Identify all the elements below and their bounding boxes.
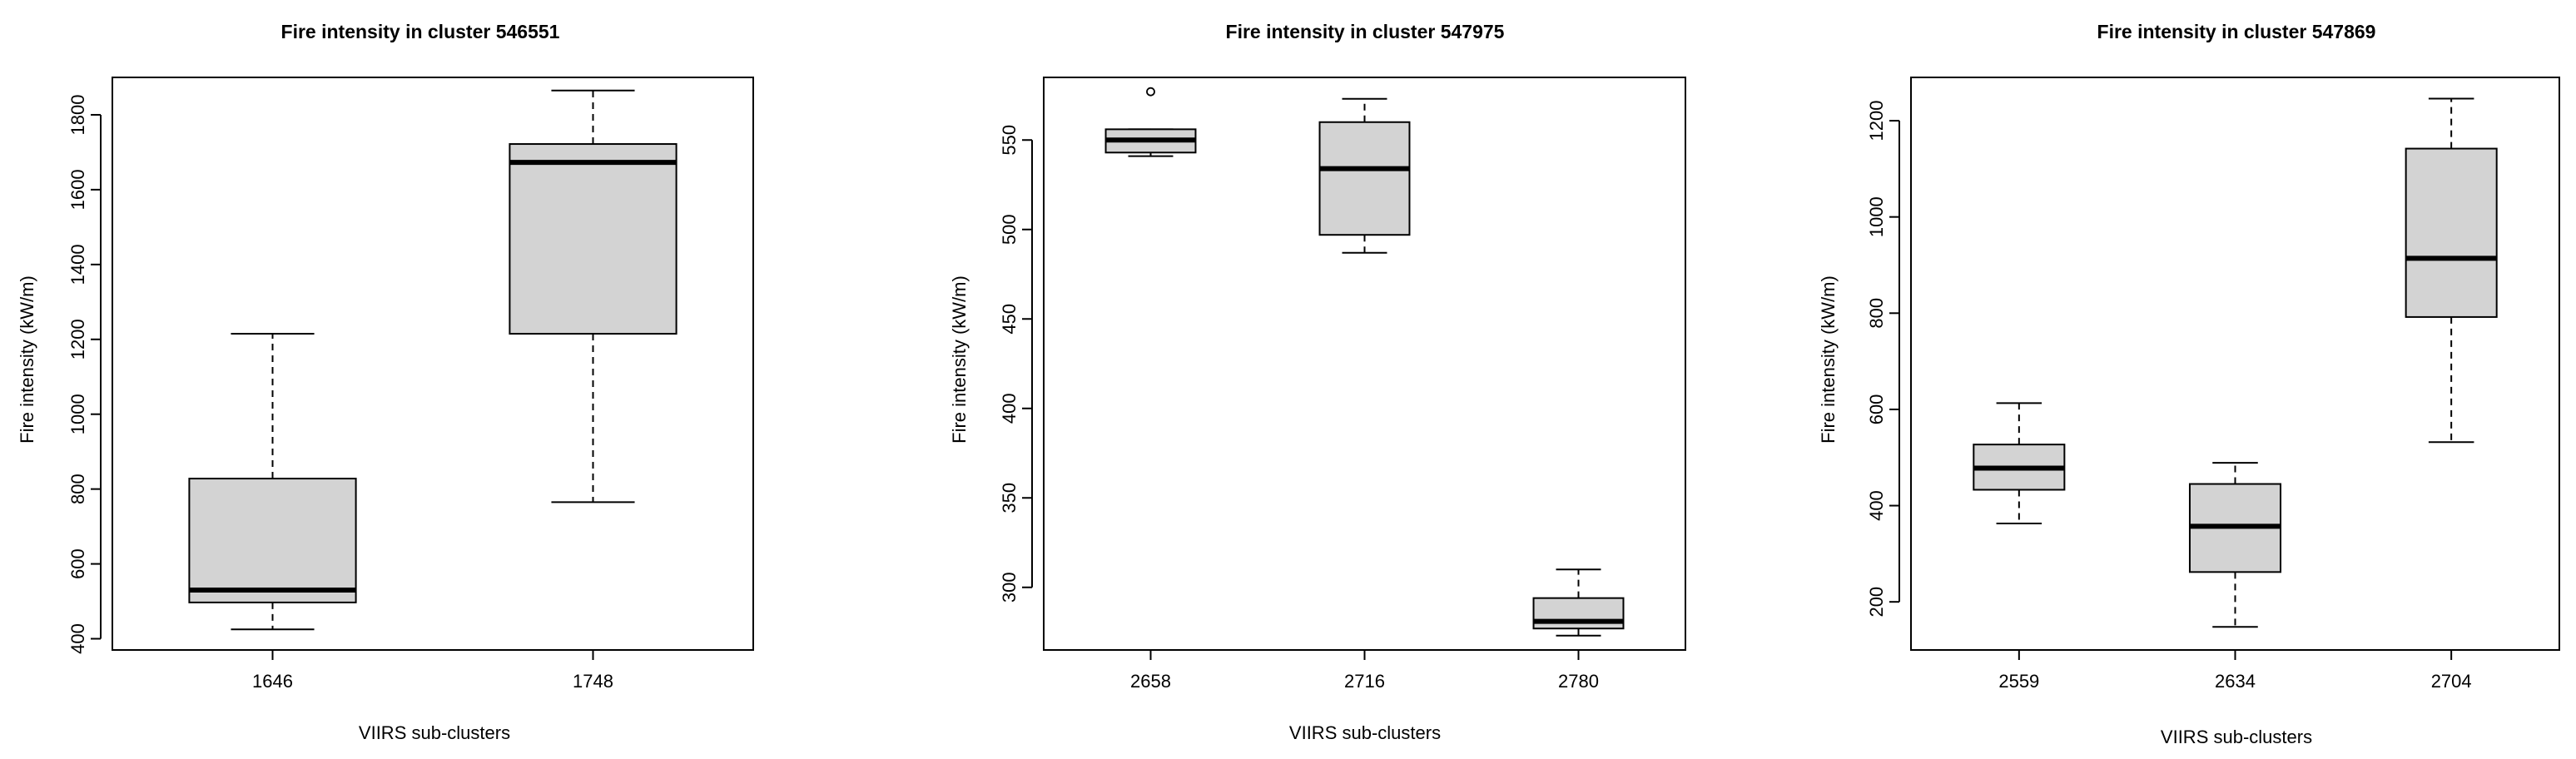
y-tick-label: 1200 bbox=[67, 319, 88, 360]
y-tick-label: 600 bbox=[1866, 394, 1887, 425]
box-iqr bbox=[1318, 121, 1411, 236]
x-tick-label: 1748 bbox=[573, 671, 613, 692]
chart-title: Fire intensity in cluster 547869 bbox=[2097, 21, 2376, 42]
x-tick-label: 1646 bbox=[252, 671, 293, 692]
x-tick-label: 2658 bbox=[1130, 671, 1171, 692]
y-tick-label: 400 bbox=[67, 623, 88, 654]
chart-panel-3: Fire intensity in cluster 547869 VIIRS s… bbox=[1818, 21, 2560, 747]
x-axis-label: VIIRS sub-clusters bbox=[359, 722, 510, 743]
y-tick-label: 1000 bbox=[67, 394, 88, 434]
box-iqr bbox=[509, 143, 678, 335]
y-tick-label: 200 bbox=[1866, 587, 1887, 618]
box-iqr bbox=[1532, 597, 1625, 630]
y-tick-label: 400 bbox=[999, 393, 1020, 424]
chart-title: Fire intensity in cluster 547975 bbox=[1226, 21, 1505, 42]
x-tick-label: 2559 bbox=[1998, 671, 2039, 692]
x-axis-label: VIIRS sub-clusters bbox=[1289, 722, 1441, 743]
outlier-point bbox=[1146, 87, 1155, 97]
y-axis-label: Fire intensity (kW/m) bbox=[949, 275, 970, 444]
chart-panel-2: Fire intensity in cluster 547975 VIIRS s… bbox=[949, 21, 1686, 743]
y-tick-label: 800 bbox=[67, 474, 88, 504]
y-tick-label: 300 bbox=[999, 572, 1020, 603]
chart-panel-1: Fire intensity in cluster 546551 VIIRS s… bbox=[17, 21, 754, 743]
y-axis-label: Fire intensity (kW/m) bbox=[1818, 275, 1839, 444]
y-tick-label: 350 bbox=[999, 483, 1020, 513]
chart-title: Fire intensity in cluster 546551 bbox=[281, 21, 560, 42]
x-tick-label: 2634 bbox=[2215, 671, 2256, 692]
y-tick-label: 1000 bbox=[1866, 196, 1887, 237]
x-tick-label: 2716 bbox=[1344, 671, 1385, 692]
y-tick-label: 1800 bbox=[67, 94, 88, 135]
box-iqr bbox=[188, 478, 357, 603]
x-axis-label: VIIRS sub-clusters bbox=[2161, 727, 2312, 747]
y-tick-label: 1200 bbox=[1866, 101, 1887, 141]
y-tick-label: 1400 bbox=[67, 244, 88, 285]
y-axis-label: Fire intensity (kW/m) bbox=[17, 275, 37, 444]
y-tick-label: 1600 bbox=[67, 169, 88, 210]
y-tick-label: 450 bbox=[999, 304, 1020, 335]
y-tick-label: 400 bbox=[1866, 490, 1887, 521]
y-tick-label: 500 bbox=[999, 214, 1020, 245]
box-iqr bbox=[2405, 147, 2498, 318]
x-tick-label: 2780 bbox=[1558, 671, 1599, 692]
y-tick-label: 600 bbox=[67, 548, 88, 579]
y-tick-label: 550 bbox=[999, 125, 1020, 156]
y-tick-label: 800 bbox=[1866, 298, 1887, 329]
x-tick-label: 2704 bbox=[2431, 671, 2472, 692]
